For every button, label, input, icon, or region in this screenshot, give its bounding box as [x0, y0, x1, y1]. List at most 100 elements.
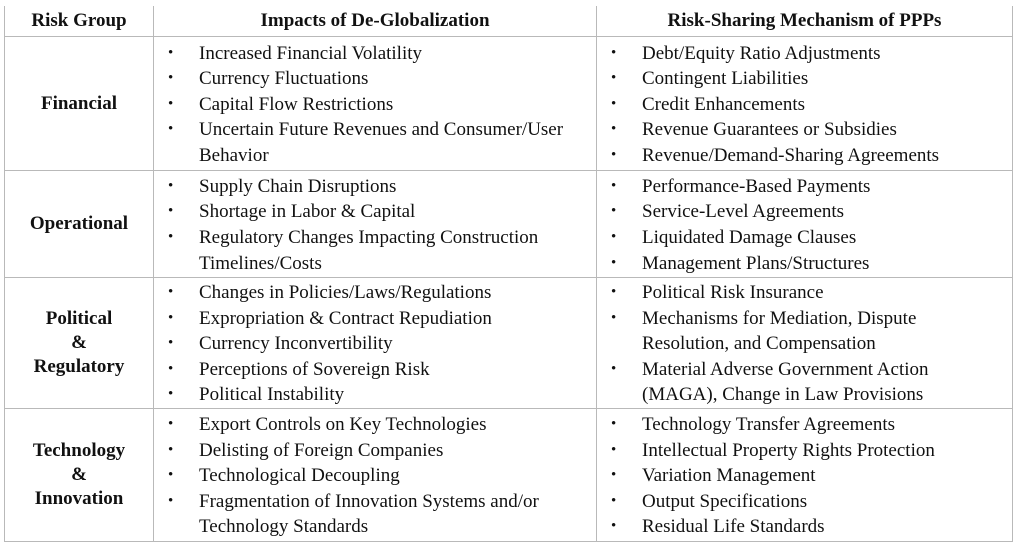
mechanisms-cell: • Performance-Based Payments • Service-Leve… — [596, 170, 1013, 278]
bullet-icon: • — [168, 309, 174, 326]
mechanism-item-text: Technology Transfer Agreements — [642, 414, 896, 436]
mechanism-item-text: Revenue/Demand-Sharing Agreements — [642, 144, 940, 166]
mechanism-item: • Intellectual Property Rights Protection — [603, 438, 1006, 464]
mechanism-item: • Mechanisms for Mediation, Dispute Resol… — [603, 306, 1006, 357]
risk-group-label: Operational — [29, 213, 129, 234]
impact-item: • Export Controls on Key Technologies — [160, 412, 590, 438]
mechanism-item: • Liquidated Damage Clauses — [603, 225, 1006, 251]
mechanism-item-text: Intellectual Property Rights Protection — [642, 439, 935, 461]
impacts-list: • Changes in Policies/Laws/Regulations • Ex… — [160, 280, 590, 408]
mechanism-item: • Output Specifications — [603, 489, 1006, 515]
bullet-icon: • — [611, 203, 617, 220]
mechanism-item-text: Mechanisms for Mediation, Dispute Resolu… — [642, 307, 917, 355]
table-row: Financial • Increased Financial Volatility… — [4, 36, 1013, 171]
mechanism-item: • Contingent Liabilities — [603, 66, 1006, 92]
table-row: Technology & Innovation • Export Controls on… — [4, 408, 1013, 542]
risk-group-cell: Technology & Innovation — [4, 408, 154, 542]
bullet-icon: • — [168, 203, 174, 220]
impact-item: • Supply Chain Disruptions — [160, 174, 590, 200]
impact-item: • Regulatory Changes Impacting Constructi… — [160, 225, 590, 276]
bullet-icon: • — [168, 177, 174, 194]
impact-item: • Capital Flow Restrictions — [160, 92, 590, 118]
risk-table: Risk Group Impacts of De-Globalization R… — [4, 6, 1013, 542]
impact-item-text: Political Instability — [199, 384, 345, 406]
impacts-list: • Export Controls on Key Technologies • Del… — [160, 412, 590, 540]
impacts-list: • Increased Financial Volatility • Currency… — [160, 41, 590, 169]
mechanism-item-text: Variation Management — [642, 465, 816, 487]
mechanism-item-text: Liquidated Damage Clauses — [642, 227, 857, 248]
mechanisms-list: • Debt/Equity Ratio Adjustments • Contingen… — [603, 41, 1006, 169]
impact-item-text: Delisting of Foreign Companies — [199, 439, 444, 461]
mechanisms-list: • Performance-Based Payments • Service-Leve… — [603, 174, 1006, 276]
mechanism-item: • Service-Level Agreements — [603, 199, 1006, 225]
mechanism-item-text: Contingent Liabilities — [642, 68, 809, 90]
mechanism-item: • Residual Life Standards — [603, 514, 1006, 540]
bullet-icon: • — [168, 416, 174, 433]
bullet-icon: • — [611, 518, 617, 535]
mechanism-item-text: Revenue Guarantees or Subsidies — [642, 119, 897, 141]
mechanism-item-text: Performance-Based Payments — [642, 175, 871, 197]
impact-item-text: Currency Fluctuations — [199, 68, 369, 90]
impact-item: • Currency Fluctuations — [160, 66, 590, 92]
bullet-icon: • — [168, 284, 174, 301]
impact-item: • Fragmentation of Innovation Systems and… — [160, 489, 590, 540]
impact-item-text: Changes in Policies/Laws/Regulations — [199, 282, 492, 304]
impact-item: • Changes in Policies/Laws/Regulations — [160, 280, 590, 306]
impact-item-text: Capital Flow Restrictions — [199, 93, 394, 115]
bullet-icon: • — [611, 121, 617, 138]
mechanisms-list: • Technology Transfer Agreements • Intellec… — [603, 412, 1006, 540]
bullet-icon: • — [168, 492, 174, 509]
impact-item: • Uncertain Future Revenues and Consumer/… — [160, 117, 590, 168]
bullet-icon: • — [611, 309, 617, 326]
impact-item: • Technological Decoupling — [160, 463, 590, 489]
mechanisms-cell: • Technology Transfer Agreements • Intellec… — [596, 408, 1013, 542]
risk-group-label: & — [71, 464, 87, 485]
mechanisms-list: • Political Risk Insurance • Mechanisms for… — [603, 280, 1006, 408]
bullet-icon: • — [168, 70, 174, 87]
mechanism-item: • Debt/Equity Ratio Adjustments — [603, 41, 1006, 67]
bullet-icon: • — [168, 229, 174, 245]
bullet-icon: • — [168, 386, 174, 403]
mechanism-item-text: Political Risk Insurance — [642, 282, 824, 304]
bullet-icon: • — [611, 177, 617, 194]
header-mechanisms: Risk-Sharing Mechanism of PPPs — [596, 6, 1013, 37]
impact-item-text: Fragmentation of Innovation Systems and/… — [199, 490, 539, 538]
bullet-icon: • — [168, 121, 174, 138]
risk-group-label: Financial — [40, 92, 117, 114]
bullet-icon: • — [168, 335, 174, 352]
impacts-cell: • Changes in Policies/Laws/Regulations • Ex… — [153, 277, 597, 409]
risk-group-label: Political — [45, 308, 113, 329]
impact-item-text: Technological Decoupling — [199, 465, 400, 487]
mechanism-item: • Revenue/Demand-Sharing Agreements — [603, 143, 1006, 169]
bullet-icon: • — [611, 229, 617, 245]
impact-item-text: Shortage in Labor & Capital — [199, 201, 416, 223]
mechanism-item: • Revenue Guarantees or Subsidies — [603, 117, 1006, 143]
risk-group-cell: Operational — [4, 170, 154, 278]
header-row: Risk Group Impacts of De-Globalization R… — [4, 6, 1013, 37]
mechanism-item-text: Output Specifications — [642, 490, 808, 512]
mechanism-item: • Political Risk Insurance — [603, 280, 1006, 306]
bullet-icon: • — [611, 146, 617, 163]
impact-item: • Currency Inconvertibility — [160, 331, 590, 357]
bullet-icon: • — [168, 95, 174, 112]
impacts-cell: • Export Controls on Key Technologies • Del… — [153, 408, 597, 542]
bullet-icon: • — [168, 44, 174, 61]
header-impacts: Impacts of De-Globalization — [153, 6, 597, 37]
impact-item-text: Increased Financial Volatility — [199, 42, 423, 64]
impact-item: • Delisting of Foreign Companies — [160, 438, 590, 464]
impact-item-text: Currency Inconvertibility — [199, 333, 393, 355]
impacts-cell: • Increased Financial Volatility • Currency… — [153, 36, 597, 171]
mechanism-item-text: Residual Life Standards — [642, 516, 825, 538]
header-risk-group: Risk Group — [4, 6, 154, 37]
mechanisms-cell: • Political Risk Insurance • Mechanisms for… — [596, 277, 1013, 409]
risk-group-cell: Financial — [4, 36, 154, 171]
mechanism-item: • Variation Management — [603, 463, 1006, 489]
mechanism-item-text: Service-Level Agreements — [642, 201, 845, 223]
bullet-icon: • — [168, 467, 174, 484]
bullet-icon: • — [611, 416, 617, 433]
impact-item: • Political Instability — [160, 382, 590, 408]
bullet-icon: • — [611, 441, 617, 458]
bullet-icon: • — [611, 44, 617, 61]
bullet-icon: • — [611, 254, 617, 271]
mechanism-item-text: Debt/Equity Ratio Adjustments — [642, 42, 881, 64]
